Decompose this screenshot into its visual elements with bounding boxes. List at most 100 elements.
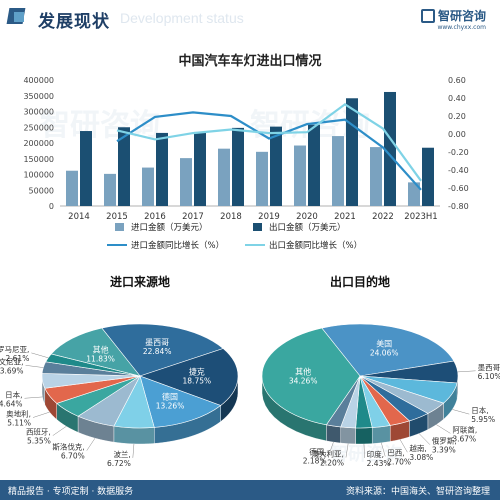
pie-slice-label: 罗马尼亚,	[0, 345, 29, 354]
brand-name: 智研咨询	[437, 9, 486, 23]
pie-slice-side	[326, 424, 341, 444]
bar-import	[408, 182, 420, 206]
bar-export	[194, 131, 206, 206]
pie-slice-value: 6.10%	[478, 372, 500, 381]
pie-leader-line	[457, 370, 476, 373]
y2-tick-label: 0.60	[448, 76, 466, 85]
x-tick-label: 2021	[334, 212, 356, 222]
pie-slice-label: 其他	[93, 344, 109, 354]
y-tick-label: 0	[49, 202, 54, 211]
watermark: 智研咨询	[330, 444, 402, 465]
y-tick-label: 100000	[23, 171, 54, 180]
pie-leader-line	[24, 396, 43, 399]
bar-export	[384, 91, 396, 206]
pie-slice-label: 奥地利,	[6, 409, 31, 419]
pie-leader-line	[328, 441, 334, 456]
pie-slice-label: 巴西,	[387, 448, 404, 457]
pie-leader-line	[418, 433, 431, 445]
bar-export	[422, 147, 434, 206]
bar-import	[332, 136, 344, 206]
legend-label: 出口金额（万美元）	[269, 222, 346, 233]
legend-label: 进口金额（万美元）	[131, 222, 208, 233]
y2-tick-label: 0.20	[448, 112, 466, 121]
pie-slice-value: 2.20%	[320, 459, 344, 468]
x-tick-label: 2018	[220, 212, 242, 222]
bar-import	[142, 167, 154, 206]
x-tick-label: 2020	[296, 212, 318, 222]
y-tick-label: 400000	[23, 76, 54, 85]
pie-leader-line	[345, 443, 349, 458]
pie-slice	[321, 323, 455, 377]
trade-combo-chart: 0 50000 100000 150000 200000 250000 300000 3500…	[23, 76, 469, 251]
bar-import	[256, 151, 268, 206]
pie-slice-label: 俄罗斯,	[432, 436, 457, 446]
pie-slice-label: 日本,	[5, 389, 22, 399]
pie-slice-value: 22.84%	[143, 347, 172, 356]
y-tick-label: 200000	[23, 139, 54, 148]
pie-leader-line	[25, 365, 44, 368]
pie-leader-line	[436, 424, 451, 434]
bar-export	[156, 132, 168, 206]
brand: 智研咨询 www.chyxx.com	[420, 5, 486, 31]
footer-source: 资料来源：中国海关、智研咨询整理	[345, 487, 490, 497]
legend-label: 进口金额同比增长（%）	[131, 240, 224, 251]
x-tick-label: 2014	[68, 212, 90, 222]
pie-slice-value: 5.95%	[471, 415, 495, 424]
pie-slice-label: 西班牙,	[26, 427, 51, 437]
pie-slice-label: 日本,	[471, 405, 488, 415]
pie-slice-label: 墨西哥	[145, 338, 169, 347]
pie-leader-line	[452, 409, 470, 415]
pie-slice	[101, 323, 224, 377]
brand-logo-icon	[420, 8, 435, 23]
pie-slice-value: 5.11%	[7, 419, 31, 428]
pie-slice-label: 波兰,	[113, 449, 130, 459]
y-tick-label: 300000	[23, 108, 54, 117]
pie-slice-side	[340, 426, 356, 445]
brand-url: www.chyxx.com	[437, 24, 486, 31]
x-tick-label: 2015	[106, 212, 128, 222]
pie-slice-label: 澳大利亚,	[312, 449, 344, 459]
legend-label: 出口金额同比增长（%）	[269, 240, 362, 251]
pie-slice-value: 34.26%	[289, 377, 318, 386]
pie-slice-label: 斯洛伐克,	[52, 442, 84, 452]
pie-slice-label: 印度,	[367, 449, 384, 459]
chart-title: 中国汽车车灯进出口情况	[178, 54, 322, 69]
bar-export	[270, 126, 282, 206]
pie-slice	[50, 327, 141, 377]
pie-slice-value: 3.39%	[432, 446, 456, 455]
pie-slice	[139, 348, 239, 406]
bar-import	[104, 173, 116, 206]
y2-tick-label: 0.40	[448, 94, 466, 103]
pie-slice-value: 2.61%	[6, 354, 30, 363]
bar-export	[346, 98, 358, 206]
pie-slice-value: 3.67%	[452, 434, 476, 443]
pie-slice-label: 捷克	[189, 367, 205, 377]
pie-slice-side	[355, 427, 373, 445]
pie-slice-value: 2.70%	[387, 457, 411, 466]
pie-slice-label: 其他	[295, 367, 311, 377]
bar-import	[294, 145, 306, 206]
y2-tick-label: -0.20	[448, 148, 469, 157]
y2-tick-label: 0.00	[448, 130, 466, 139]
y-tick-label: 150000	[23, 155, 54, 164]
pie-leader-line	[132, 443, 135, 458]
section-subtitle-ghost: Development status	[120, 10, 244, 26]
pie-slice-value: 3.08%	[409, 453, 433, 462]
pie-slice-label: 阿联酋,	[452, 424, 477, 434]
y-tick-label: 350000	[23, 92, 54, 101]
x-tick-label: 2022	[372, 212, 394, 222]
pie-leader-line	[86, 438, 96, 451]
x-tick-label: 2023H1	[404, 212, 437, 222]
y2-tick-label: -0.40	[448, 166, 469, 175]
pie-slice-value: 11.83%	[86, 354, 115, 363]
pie-slice-label: 斯洛文尼亚,	[0, 356, 24, 366]
bar-import	[218, 148, 230, 206]
x-tick-label: 2016	[144, 212, 166, 222]
pie-leader-line	[32, 411, 50, 418]
bar-export	[80, 131, 92, 206]
page-header: 发展现状 Development status 智研咨询 www.chyxx.c…	[0, 0, 500, 34]
pie-leader-line	[381, 442, 386, 457]
pie-leader-line	[31, 352, 49, 359]
bar-export	[232, 127, 244, 206]
